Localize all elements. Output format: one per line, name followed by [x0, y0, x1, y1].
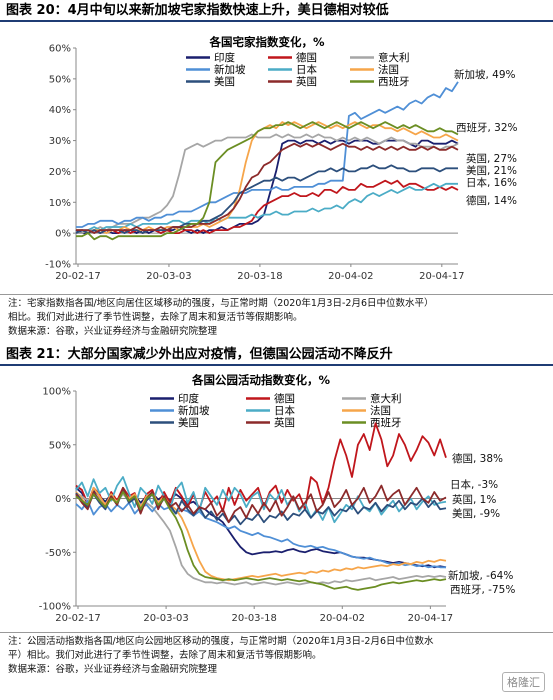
y-tick-label: 20%	[49, 167, 71, 178]
y-tick-label: 10%	[49, 198, 71, 209]
x-tick-label: 20-04-17	[408, 613, 453, 624]
y-tick-label: 60%	[49, 44, 71, 55]
end-label: 新加坡, 49%	[454, 68, 516, 81]
series-line	[75, 499, 446, 569]
end-label: 新加坡, -64%	[448, 569, 513, 582]
legend-label: 英国	[274, 416, 295, 429]
chart-title: 各国宅家指数变化，%	[208, 35, 324, 49]
legend-label: 新加坡	[214, 63, 246, 76]
x-tick-label: 20-03-03	[146, 271, 191, 282]
legend-label: 西班牙	[370, 417, 402, 429]
legend-label: 法国	[378, 63, 399, 76]
legend-label: 意大利	[370, 392, 402, 405]
end-label: 英国, 27%	[466, 152, 517, 165]
series-line	[76, 81, 459, 228]
legend-label: 日本	[296, 63, 317, 76]
legend-label: 印度	[178, 392, 199, 405]
chart-1-container: 各国宅家指数变化，% 印度 德国 意大利新加坡 日本 法国美国 英国 西班牙 -10% 0% 10%…	[0, 24, 553, 292]
end-label: 德国, 14%	[466, 194, 517, 207]
note-line: 数据来源：谷歌，兴业证券经济与金融研究院整理	[8, 664, 218, 675]
series-line	[75, 164, 458, 235]
x-tick-label: 20-03-18	[237, 271, 282, 282]
series-line	[76, 142, 459, 235]
y-tick-label: -10%	[45, 260, 71, 271]
chart-2-container: 各国公园活动指数变化，% 印度 德国 意大利新加坡 日本 法国美国 英国 西班牙 -100% -5…	[0, 368, 553, 630]
legend-label: 美国	[214, 75, 235, 88]
legend-label: 印度	[214, 51, 235, 64]
figure-2-title: 图表 21：大部分国家减少外出应对疫情，但德国公园活动不降反升	[0, 344, 553, 366]
series-line	[76, 133, 459, 235]
legend-label: 法国	[370, 404, 391, 417]
legend-label: 英国	[296, 75, 317, 88]
y-tick-label: 40%	[49, 105, 71, 116]
note-line: 相比。我们对此进行了季节性调整，去除了周末和复活节等假期影响。	[8, 312, 303, 323]
x-tick-label: 20-03-18	[231, 613, 276, 624]
end-label: 西班牙, -75%	[450, 584, 515, 596]
figure-2-note: 注：公园活动指数指各国/地区向公园地区移动的强度，与正常时期（2020年1月3日…	[8, 635, 548, 677]
watermark-logo: 格隆汇	[502, 672, 545, 692]
x-tick-label: 20-04-02	[328, 271, 373, 282]
note-line: 注：宅家指数指各国/地区向居住区域移动的强度，与正常时期（2020年1月3日-2…	[8, 298, 434, 309]
series-line	[75, 476, 447, 524]
series-line	[76, 121, 459, 235]
end-label: 英国, 1%	[452, 493, 496, 506]
series-line	[75, 491, 447, 591]
note-line: 平）相比。我们对此进行了季节性调整，去除了周末和复活节等假期影响。	[8, 650, 322, 661]
y-tick-label: 30%	[49, 136, 71, 147]
end-label: 美国, 21%	[466, 164, 517, 177]
x-tick-label: 20-04-02	[320, 613, 365, 624]
x-tick-label: 20-04-17	[419, 271, 464, 282]
divider	[0, 632, 553, 633]
legend-label: 西班牙	[378, 76, 410, 88]
y-tick-label: 50%	[49, 440, 71, 451]
y-tick-label: 0%	[55, 229, 71, 240]
chart-title: 各国公园活动指数变化，%	[191, 373, 330, 387]
legend-label: 意大利	[378, 51, 410, 64]
series-line	[76, 121, 459, 241]
legend-label: 新加坡	[178, 404, 210, 417]
y-tick-label: 0%	[55, 494, 71, 505]
x-tick-label: 20-02-17	[55, 613, 100, 624]
end-label: 美国, -9%	[452, 507, 500, 520]
legend-label: 美国	[178, 416, 199, 429]
y-tick-label: 100%	[42, 387, 71, 398]
note-line: 注：公园活动指数指各国/地区向公园地区移动的强度，与正常时期（2020年1月3日…	[8, 636, 434, 647]
end-label: 日本, 16%	[466, 176, 517, 189]
legend-label: 德国	[274, 392, 295, 405]
x-tick-label: 20-02-17	[55, 271, 100, 282]
y-tick-label: -100%	[39, 602, 71, 613]
y-tick-label: 50%	[49, 74, 71, 85]
end-label: 德国, 38%	[452, 452, 503, 465]
legend-label: 德国	[296, 51, 317, 64]
divider	[0, 294, 553, 295]
figure-1-note: 注：宅家指数指各国/地区向居住区域移动的强度，与正常时期（2020年1月3日-2…	[8, 297, 548, 339]
end-label: 日本, -3%	[450, 478, 498, 491]
x-tick-label: 20-03-03	[143, 613, 188, 624]
figure-1-title: 图表 20：4月中旬以来新加坡宅家指数快速上升，美日德相对较低	[0, 0, 553, 22]
y-tick-label: -50%	[45, 548, 71, 559]
note-line: 数据来源：谷歌，兴业证券经济与金融研究院整理	[8, 326, 218, 337]
series-line	[76, 182, 458, 232]
end-label: 西班牙, 32%	[456, 122, 518, 134]
legend-label: 日本	[274, 404, 295, 417]
